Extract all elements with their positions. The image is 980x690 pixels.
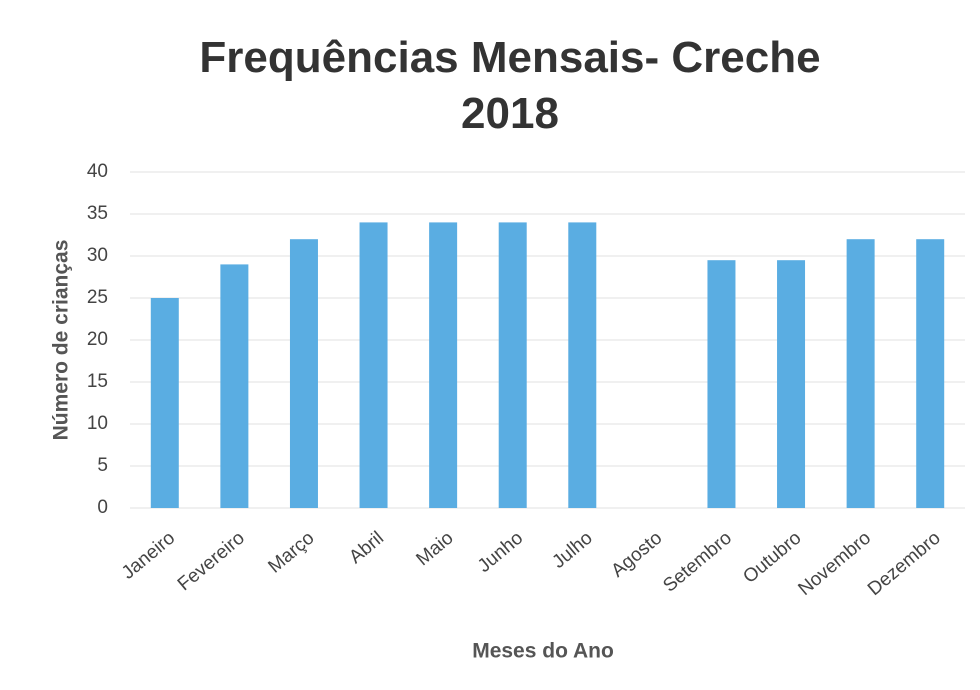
y-axis-title: Número de crianças — [50, 240, 73, 441]
y-tick-label: 5 — [97, 455, 108, 476]
y-tick-label: 15 — [87, 371, 108, 392]
y-tick-label: 20 — [87, 329, 108, 350]
bar — [568, 222, 597, 508]
y-tick-label: 30 — [87, 245, 108, 266]
bar — [150, 298, 179, 508]
x-tick-label: Janeiro — [118, 528, 179, 584]
x-axis-title: Meses do Ano — [472, 640, 614, 663]
chart-title: Frequências Mensais- Creche 2018 — [199, 33, 821, 138]
x-tick-label: Novembro — [794, 528, 875, 600]
x-tick-label: Setembro — [659, 528, 736, 597]
bar — [289, 239, 318, 508]
bar — [498, 222, 527, 508]
bar — [429, 222, 458, 508]
bar — [777, 260, 806, 508]
x-tick-label: Março — [264, 528, 318, 578]
y-tick-label: 25 — [87, 287, 108, 308]
x-tick-label: Agosto — [607, 528, 666, 582]
y-tick-label: 0 — [97, 497, 108, 518]
y-tick-label: 10 — [87, 413, 108, 434]
y-tick-label: 35 — [87, 203, 108, 224]
y-tick-label: 40 — [87, 161, 108, 182]
bar — [220, 264, 249, 508]
bar — [707, 260, 736, 508]
x-tick-label: Junho — [474, 528, 527, 577]
x-tick-label: Maio — [413, 528, 458, 571]
bar — [359, 222, 388, 508]
x-tick-label: Abril — [345, 528, 388, 569]
x-tick-label: Julho — [548, 528, 596, 573]
x-tick-label: Dezembro — [864, 528, 945, 600]
x-tick-label: Fevereiro — [174, 528, 249, 596]
bar — [846, 239, 875, 508]
bar — [916, 239, 945, 508]
x-tick-label: Outubro — [739, 528, 805, 588]
